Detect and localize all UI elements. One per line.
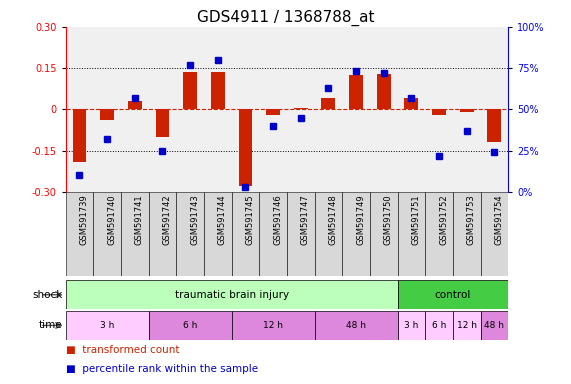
Text: GSM591753: GSM591753: [467, 195, 476, 245]
Bar: [232, 311, 315, 340]
Bar: [488, 109, 501, 142]
Bar: [93, 192, 121, 276]
Bar: [266, 109, 280, 115]
Text: GSM591741: GSM591741: [135, 195, 144, 245]
Text: ■  transformed count: ■ transformed count: [66, 345, 179, 355]
Text: 12 h: 12 h: [263, 321, 283, 330]
Bar: [259, 192, 287, 276]
Text: 48 h: 48 h: [346, 321, 366, 330]
Text: 12 h: 12 h: [457, 321, 477, 330]
Bar: [183, 72, 197, 109]
Bar: [425, 192, 453, 276]
Bar: [453, 192, 481, 276]
Bar: [211, 72, 225, 109]
Text: control: control: [435, 290, 471, 300]
Text: GSM591745: GSM591745: [246, 195, 255, 245]
Text: GSM591739: GSM591739: [79, 195, 89, 245]
Text: GSM591742: GSM591742: [163, 195, 171, 245]
Bar: [121, 192, 148, 276]
Bar: [425, 311, 453, 340]
Bar: [148, 192, 176, 276]
Text: GSM591751: GSM591751: [411, 195, 420, 245]
Bar: [155, 109, 170, 137]
Bar: [397, 192, 425, 276]
Bar: [349, 75, 363, 109]
Text: GSM591743: GSM591743: [190, 195, 199, 245]
Bar: [148, 311, 232, 340]
Bar: [397, 280, 508, 309]
Bar: [404, 98, 419, 109]
Bar: [377, 74, 391, 109]
Text: GSM591747: GSM591747: [301, 195, 309, 245]
Text: GDS4911 / 1368788_at: GDS4911 / 1368788_at: [197, 10, 374, 26]
Bar: [453, 311, 481, 340]
Bar: [232, 192, 259, 276]
Bar: [176, 192, 204, 276]
Bar: [66, 280, 397, 309]
Bar: [315, 311, 397, 340]
Bar: [100, 109, 114, 121]
Bar: [73, 109, 86, 162]
Text: GSM591750: GSM591750: [384, 195, 393, 245]
Bar: [128, 101, 142, 109]
Bar: [315, 192, 342, 276]
Bar: [321, 98, 335, 109]
Bar: [370, 192, 397, 276]
Bar: [204, 192, 232, 276]
Bar: [342, 192, 370, 276]
Bar: [397, 311, 425, 340]
Text: 3 h: 3 h: [100, 321, 114, 330]
Text: GSM591740: GSM591740: [107, 195, 116, 245]
Text: shock: shock: [33, 290, 63, 300]
Text: time: time: [39, 320, 63, 331]
Text: 48 h: 48 h: [484, 321, 504, 330]
Text: 6 h: 6 h: [183, 321, 198, 330]
Text: GSM591746: GSM591746: [273, 195, 282, 245]
Bar: [460, 109, 473, 112]
Text: GSM591752: GSM591752: [439, 195, 448, 245]
Text: GSM591754: GSM591754: [494, 195, 504, 245]
Text: 6 h: 6 h: [432, 321, 446, 330]
Text: GSM591748: GSM591748: [328, 195, 337, 245]
Bar: [481, 192, 508, 276]
Bar: [66, 192, 93, 276]
Text: traumatic brain injury: traumatic brain injury: [175, 290, 289, 300]
Text: GSM591749: GSM591749: [356, 195, 365, 245]
Bar: [239, 109, 252, 187]
Bar: [432, 109, 446, 115]
Bar: [481, 311, 508, 340]
Text: 3 h: 3 h: [404, 321, 419, 330]
Bar: [287, 192, 315, 276]
Bar: [66, 311, 148, 340]
Text: GSM591744: GSM591744: [218, 195, 227, 245]
Text: ■  percentile rank within the sample: ■ percentile rank within the sample: [66, 364, 258, 374]
Bar: [294, 108, 308, 109]
